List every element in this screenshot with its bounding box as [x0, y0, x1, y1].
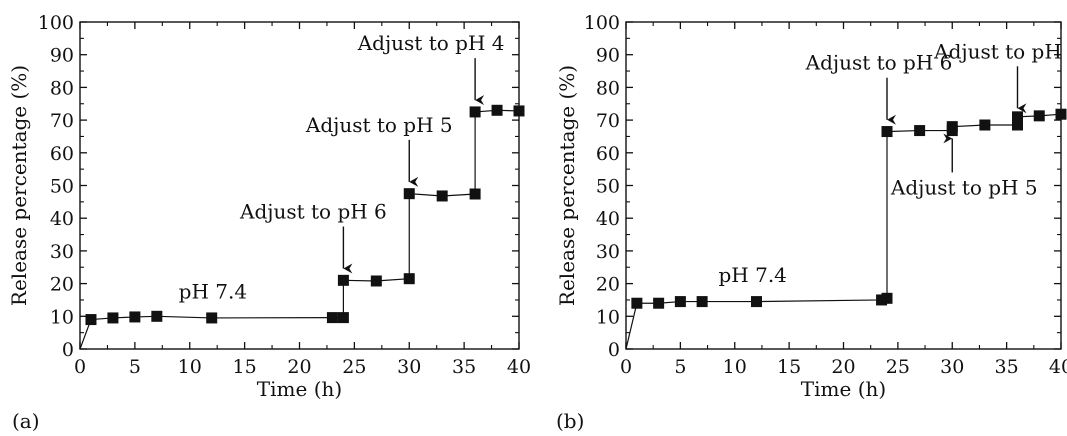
- series-line: [625, 113, 1062, 350]
- data-point: [1055, 108, 1067, 120]
- x-tick-label: 10: [178, 356, 202, 378]
- annotation-label: Adjust to pH 6: [805, 51, 953, 75]
- data-point: [370, 275, 382, 287]
- y-tick-label: 60: [50, 143, 74, 165]
- y-tick-label: 90: [50, 45, 74, 67]
- y-tick-label: 40: [596, 208, 620, 230]
- data-point: [151, 310, 163, 322]
- x-tick-label: 5: [129, 356, 141, 378]
- y-tick-label: 10: [50, 306, 74, 328]
- data-point: [107, 312, 119, 324]
- data-point: [491, 104, 503, 116]
- y-tick-label: 60: [596, 143, 620, 165]
- y-tick-label: 30: [50, 241, 74, 263]
- data-point: [914, 125, 926, 137]
- series-line: [79, 109, 520, 350]
- x-tick-label: 0: [74, 356, 86, 378]
- data-point: [513, 105, 525, 117]
- data-point: [469, 188, 481, 200]
- data-point: [751, 296, 762, 308]
- data-point: [85, 314, 97, 326]
- y-tick-label: 0: [62, 339, 74, 361]
- y-tick-label: 50: [596, 176, 620, 198]
- y-axis-label: Release percentage (%): [555, 65, 579, 306]
- data-point: [469, 106, 481, 118]
- data-point: [1012, 111, 1023, 123]
- plot-frame: [79, 21, 520, 350]
- data-point: [206, 312, 218, 324]
- annotation-label: Adjust to pH 4: [933, 39, 1067, 63]
- x-tick-label: 30: [940, 356, 964, 378]
- annotation-label: Adjust to pH 5: [305, 113, 453, 137]
- data-point: [653, 297, 665, 309]
- x-tick-label: 10: [723, 356, 747, 378]
- x-axis-label: Time (h): [257, 377, 342, 401]
- data-point: [631, 297, 643, 309]
- x-tick-label: 15: [777, 356, 801, 378]
- y-tick-label: 70: [596, 110, 620, 132]
- annotation-label: Adjust to pH 5: [890, 175, 1038, 199]
- x-tick-label: 35: [452, 356, 476, 378]
- panel-label: (a): [12, 409, 40, 433]
- x-tick-label: 30: [397, 356, 421, 378]
- data-point: [403, 188, 415, 200]
- y-tick-label: 40: [50, 208, 74, 230]
- y-tick-label: 90: [596, 45, 620, 67]
- y-tick-label: 100: [584, 12, 620, 34]
- y-tick-label: 20: [50, 274, 74, 296]
- x-tick-label: 5: [674, 356, 686, 378]
- y-axis-label: Release percentage (%): [7, 65, 31, 306]
- y-tick-label: 100: [38, 12, 74, 34]
- y-tick-label: 70: [50, 110, 74, 132]
- x-tick-label: 35: [995, 356, 1019, 378]
- x-axis-label: Time (h): [801, 377, 886, 401]
- data-point: [674, 296, 686, 308]
- data-point: [129, 311, 141, 323]
- data-point: [881, 126, 893, 138]
- x-tick-label: 40: [507, 356, 531, 378]
- panel-label: (b): [556, 409, 584, 433]
- y-tick-label: 80: [50, 77, 74, 99]
- annotation-label: Adjust to pH 4: [357, 31, 505, 55]
- x-tick-label: 20: [831, 356, 855, 378]
- data-point: [337, 312, 349, 324]
- x-tick-label: 25: [342, 356, 366, 378]
- chart-panel-a: 0 10 20 30 40 50 60 70 80 90 100 0 5 10 15 20 25 30 35 40 Ti…: [7, 12, 531, 433]
- y-tick-label: 10: [596, 306, 620, 328]
- y-tick-label: 20: [596, 274, 620, 296]
- data-point: [979, 119, 991, 131]
- annotation-label: pH 7.4: [179, 279, 247, 303]
- data-point: [881, 292, 893, 304]
- data-point: [436, 190, 448, 202]
- x-tick-label: 0: [620, 356, 632, 378]
- x-tick-label: 25: [886, 356, 910, 378]
- y-tick-label: 50: [50, 176, 74, 198]
- data-point: [337, 274, 349, 286]
- x-tick-label: 40: [1049, 356, 1067, 378]
- data-point: [403, 273, 415, 285]
- data-point: [326, 312, 338, 324]
- y-tick-label: 80: [596, 77, 620, 99]
- y-tick-label: 30: [596, 241, 620, 263]
- data-point: [696, 296, 708, 308]
- x-tick-label: 15: [233, 356, 257, 378]
- annotation-label: Adjust to pH 6: [239, 200, 387, 224]
- data-point: [946, 121, 958, 133]
- data-point: [1012, 119, 1023, 131]
- y-tick-label: 0: [608, 339, 620, 361]
- chart-panel-b: 0 10 20 30 40 50 60 70 80 90 100 0 5 10 15 20 25 30 35 40 Ti…: [555, 12, 1067, 433]
- data-point: [1033, 110, 1045, 122]
- x-tick-label: 20: [287, 356, 311, 378]
- annotation-label: pH 7.4: [719, 263, 787, 287]
